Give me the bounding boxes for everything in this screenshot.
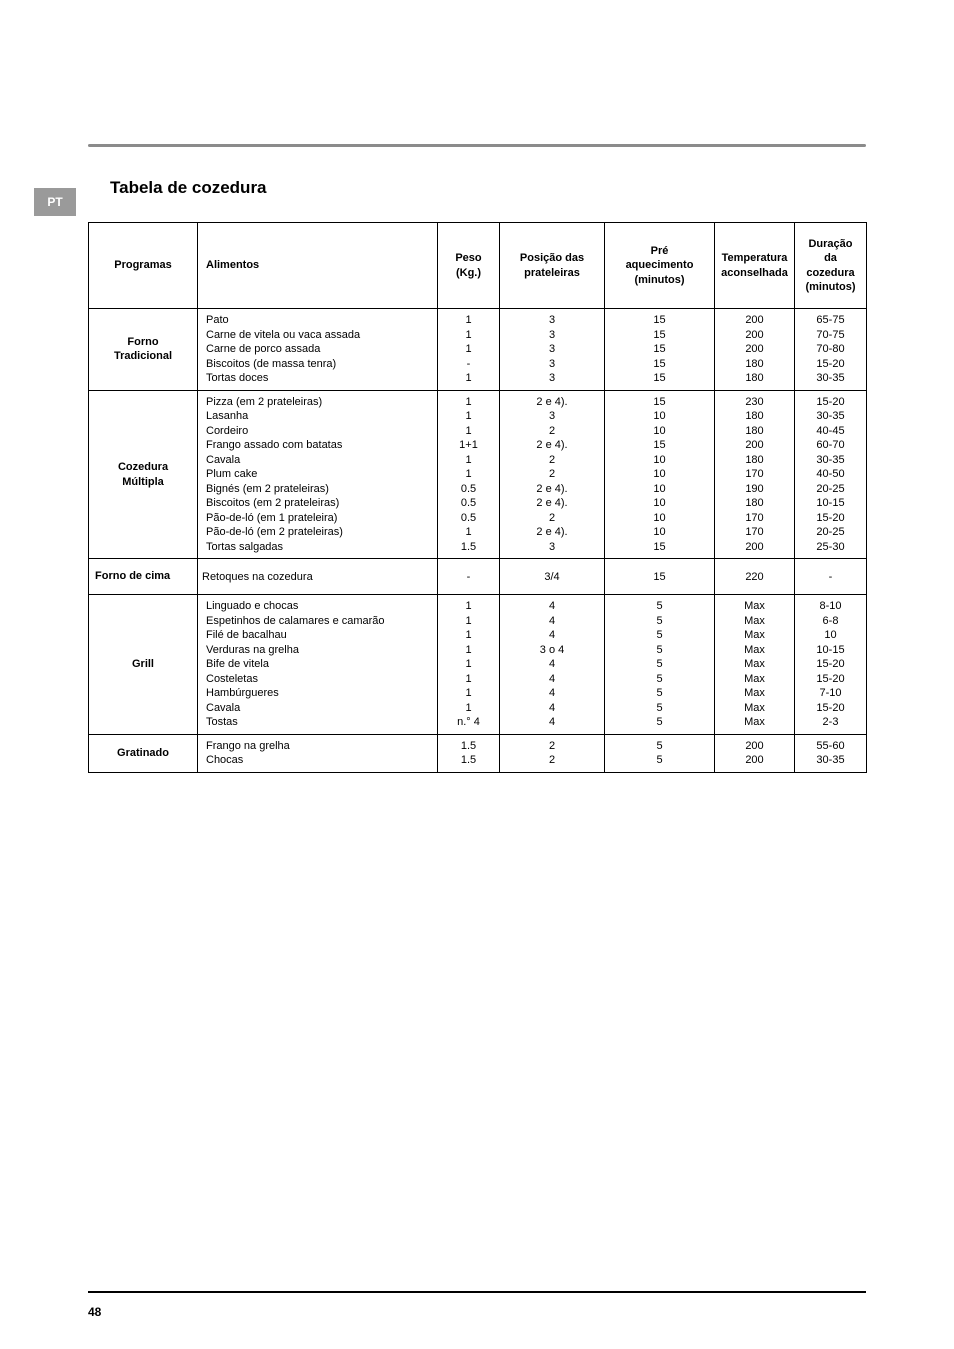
col-header-posicao: Posição dasprateleiras	[500, 223, 605, 309]
table-header-row: Programas Alimentos Peso(Kg.) Posição da…	[89, 223, 867, 309]
food-cell: Pato Carne de vitela ou vaca assada Carn…	[198, 309, 438, 391]
posicao-cell: 4 4 4 3 o 4 4 4 4 4 4	[500, 595, 605, 735]
col-header-duracao: Duraçãodacozedura(minutos)	[795, 223, 867, 309]
temp-cell: 230 180 180 200 180 170 190 180 170 170 …	[715, 390, 795, 559]
duracao-cell: -	[795, 559, 867, 595]
posicao-cell: 2 2	[500, 734, 605, 772]
top-rule	[88, 144, 866, 147]
language-tab: PT	[34, 188, 76, 216]
temp-cell: 220	[715, 559, 795, 595]
pre-cell: 5 5 5 5 5 5 5 5 5	[605, 595, 715, 735]
col-header-programas: Programas	[89, 223, 198, 309]
col-header-peso: Peso(Kg.)	[438, 223, 500, 309]
duracao-cell: 55-60 30-35	[795, 734, 867, 772]
table-row: GratinadoFrango na grelha Chocas1.5 1.52…	[89, 734, 867, 772]
pre-cell: 15 10 10 15 10 10 10 10 10 10 15	[605, 390, 715, 559]
peso-cell: 1 1 1 - 1	[438, 309, 500, 391]
col-header-pre: Préaquecimento(minutos)	[605, 223, 715, 309]
page-number: 48	[88, 1305, 101, 1319]
table-row: CozeduraMúltiplaPizza (em 2 prateleiras)…	[89, 390, 867, 559]
duracao-cell: 8-10 6-8 10 10-15 15-20 15-20 7-10 15-20…	[795, 595, 867, 735]
food-cell: Pizza (em 2 prateleiras) Lasanha Cordeir…	[198, 390, 438, 559]
pre-cell: 5 5	[605, 734, 715, 772]
food-cell: Retoques na cozedura	[198, 559, 438, 595]
posicao-cell: 2 e 4). 3 2 2 e 4). 2 2 2 e 4). 2 e 4). …	[500, 390, 605, 559]
temp-cell: Max Max Max Max Max Max Max Max Max	[715, 595, 795, 735]
food-cell: Linguado e chocas Espetinhos de calamare…	[198, 595, 438, 735]
col-header-temp: Temperaturaaconselhada	[715, 223, 795, 309]
program-cell: Forno de cima	[89, 559, 198, 595]
col-header-alimentos: Alimentos	[198, 223, 438, 309]
duracao-cell: 15-20 30-35 40-45 60-70 30-35 40-50 20-2…	[795, 390, 867, 559]
table-row: Forno de cimaRetoques na cozedura-3/4152…	[89, 559, 867, 595]
peso-cell: 1.5 1.5	[438, 734, 500, 772]
peso-cell: -	[438, 559, 500, 595]
food-cell: Frango na grelha Chocas	[198, 734, 438, 772]
cooking-table-wrap: Programas Alimentos Peso(Kg.) Posição da…	[88, 222, 866, 773]
temp-cell: 200 200 200 180 180	[715, 309, 795, 391]
program-cell: Gratinado	[89, 734, 198, 772]
duracao-cell: 65-75 70-75 70-80 15-20 30-35	[795, 309, 867, 391]
table-body: FornoTradicionalPato Carne de vitela ou …	[89, 309, 867, 773]
posicao-cell: 3 3 3 3 3	[500, 309, 605, 391]
bottom-rule	[88, 1291, 866, 1293]
posicao-cell: 3/4	[500, 559, 605, 595]
table-row: FornoTradicionalPato Carne de vitela ou …	[89, 309, 867, 391]
pre-cell: 15	[605, 559, 715, 595]
cooking-table: Programas Alimentos Peso(Kg.) Posição da…	[88, 222, 867, 773]
peso-cell: 1 1 1 1+1 1 1 0.5 0.5 0.5 1 1.5	[438, 390, 500, 559]
program-cell: CozeduraMúltipla	[89, 390, 198, 559]
document-page: PT Tabela de cozedura Programas Alimento…	[0, 0, 954, 1349]
table-row: GrillLinguado e chocas Espetinhos de cal…	[89, 595, 867, 735]
program-cell: FornoTradicional	[89, 309, 198, 391]
page-title: Tabela de cozedura	[110, 178, 267, 198]
peso-cell: 1 1 1 1 1 1 1 1 n.° 4	[438, 595, 500, 735]
temp-cell: 200 200	[715, 734, 795, 772]
program-cell: Grill	[89, 595, 198, 735]
pre-cell: 15 15 15 15 15	[605, 309, 715, 391]
